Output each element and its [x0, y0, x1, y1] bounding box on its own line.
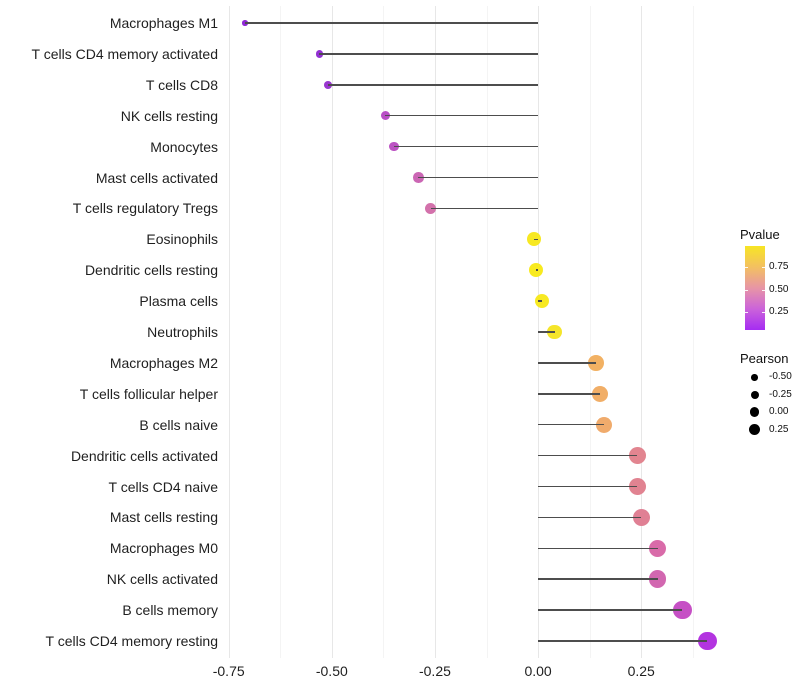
lollipop-stem [418, 176, 539, 179]
lollipop-stem [385, 114, 539, 117]
y-axis-label: Plasma cells [139, 293, 218, 310]
x-axis-tick-label: -0.25 [418, 663, 451, 679]
minor-gridline [589, 6, 591, 658]
lollipop-stem [327, 84, 539, 86]
minor-gridline [486, 6, 488, 658]
lollipop-stem [245, 22, 539, 24]
pearson-legend-dot [749, 407, 760, 417]
lollipop-stem [538, 393, 600, 395]
lollipop-stem [538, 485, 638, 488]
minor-gridline [692, 6, 694, 658]
pvalue-tick-label: 0.50 [769, 283, 789, 295]
pearson-legend-title: Pearson [740, 351, 789, 366]
lollipop-stem [538, 640, 708, 642]
major-gridline [641, 6, 643, 658]
colorbar-tick [745, 289, 748, 291]
major-gridline [331, 6, 333, 658]
major-gridline [434, 6, 436, 658]
pearson-legend-label: -0.25 [769, 388, 792, 400]
pearson-legend-dot [749, 424, 760, 435]
y-axis-label: Macrophages M1 [109, 15, 218, 31]
y-axis-label: B cells naive [139, 416, 218, 433]
lollipop-dot [697, 631, 717, 651]
pvalue-legend-title: Pvalue [740, 227, 780, 242]
lollipop-dot [648, 539, 667, 558]
y-axis-label: Monocytes [150, 138, 218, 155]
lollipop-stem [538, 454, 638, 457]
colorbar-tick [745, 267, 748, 268]
x-axis-tick-label: -0.75 [212, 663, 245, 679]
lollipop-stem [430, 207, 539, 210]
lollipop-stem [538, 547, 658, 550]
lollipop-stem [533, 238, 539, 241]
x-axis-tick-label: -0.50 [315, 663, 348, 679]
lollipop-dot [380, 110, 391, 121]
lollipop-dot [673, 601, 692, 620]
colorbar-tick [762, 312, 765, 313]
lollipop-dot [596, 416, 613, 433]
y-axis-label: Dendritic cells resting [84, 262, 218, 279]
y-axis-label: Eosinophils [146, 231, 218, 248]
y-axis-label: T cells CD4 memory activated [31, 45, 218, 62]
y-axis-label: Macrophages M2 [109, 354, 218, 371]
pearson-legend-label: 0.00 [769, 406, 789, 418]
y-axis-label: T cells CD4 naive [108, 478, 218, 495]
plot-panel [225, 6, 720, 658]
major-gridline [228, 6, 230, 658]
lollipop-dot [632, 508, 650, 526]
y-axis-label: Mast cells activated [95, 169, 218, 186]
minor-gridline [383, 6, 385, 658]
lollipop-stem [538, 609, 683, 611]
lollipop-stem [538, 578, 658, 580]
lollipop-dot [628, 478, 646, 495]
pearson-legend-label: 0.25 [769, 423, 789, 435]
y-axis-label: Neutrophils [147, 324, 218, 340]
lollipop-dot [413, 172, 424, 183]
lollipop-dot [592, 385, 608, 402]
y-axis-label: Macrophages M0 [109, 540, 218, 557]
lollipop-stem [319, 53, 539, 55]
y-axis-label: NK cells resting [120, 107, 218, 124]
lollipop-stem [538, 300, 543, 302]
lollipop-dot [628, 447, 646, 465]
lollipop-stem [536, 269, 539, 271]
pvalue-tick-label: 0.25 [769, 306, 789, 317]
minor-gridline [280, 6, 282, 658]
lollipop-stem [538, 516, 642, 519]
lollipop-stem [538, 423, 605, 426]
y-axis-label: Mast cells resting [109, 509, 218, 526]
pearson-legend-dot [751, 374, 758, 381]
y-axis-label: T cells regulatory Tregs [72, 200, 218, 217]
colorbar-tick [745, 312, 748, 313]
x-axis-tick-label: 0.25 [627, 663, 655, 679]
y-axis-label: T cells CD4 memory resting [45, 633, 218, 649]
lollipop-dot [648, 570, 667, 588]
pearson-legend-label: -0.50 [769, 371, 792, 383]
colorbar-tick [762, 289, 765, 291]
lollipop-stem [538, 362, 596, 364]
y-axis-label: B cells memory [122, 602, 218, 619]
y-axis-label: NK cells activated [106, 571, 218, 588]
y-axis-label: Dendritic cells activated [70, 447, 218, 464]
lollipop-stem [538, 331, 555, 333]
lollipop-stem [393, 145, 539, 148]
x-axis-tick-label: 0.00 [524, 663, 552, 679]
pvalue-tick-label: 0.75 [769, 261, 789, 272]
lollipop-dot [547, 324, 562, 340]
y-axis-label: T cells CD8 [145, 76, 218, 93]
y-axis-label: T cells follicular helper [79, 385, 218, 402]
pearson-legend-dot [750, 390, 759, 399]
colorbar-tick [762, 267, 765, 268]
pvalue-colorbar [745, 246, 765, 330]
